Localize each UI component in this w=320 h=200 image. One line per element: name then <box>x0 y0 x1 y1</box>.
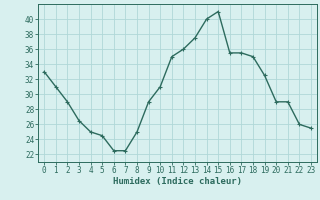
X-axis label: Humidex (Indice chaleur): Humidex (Indice chaleur) <box>113 177 242 186</box>
